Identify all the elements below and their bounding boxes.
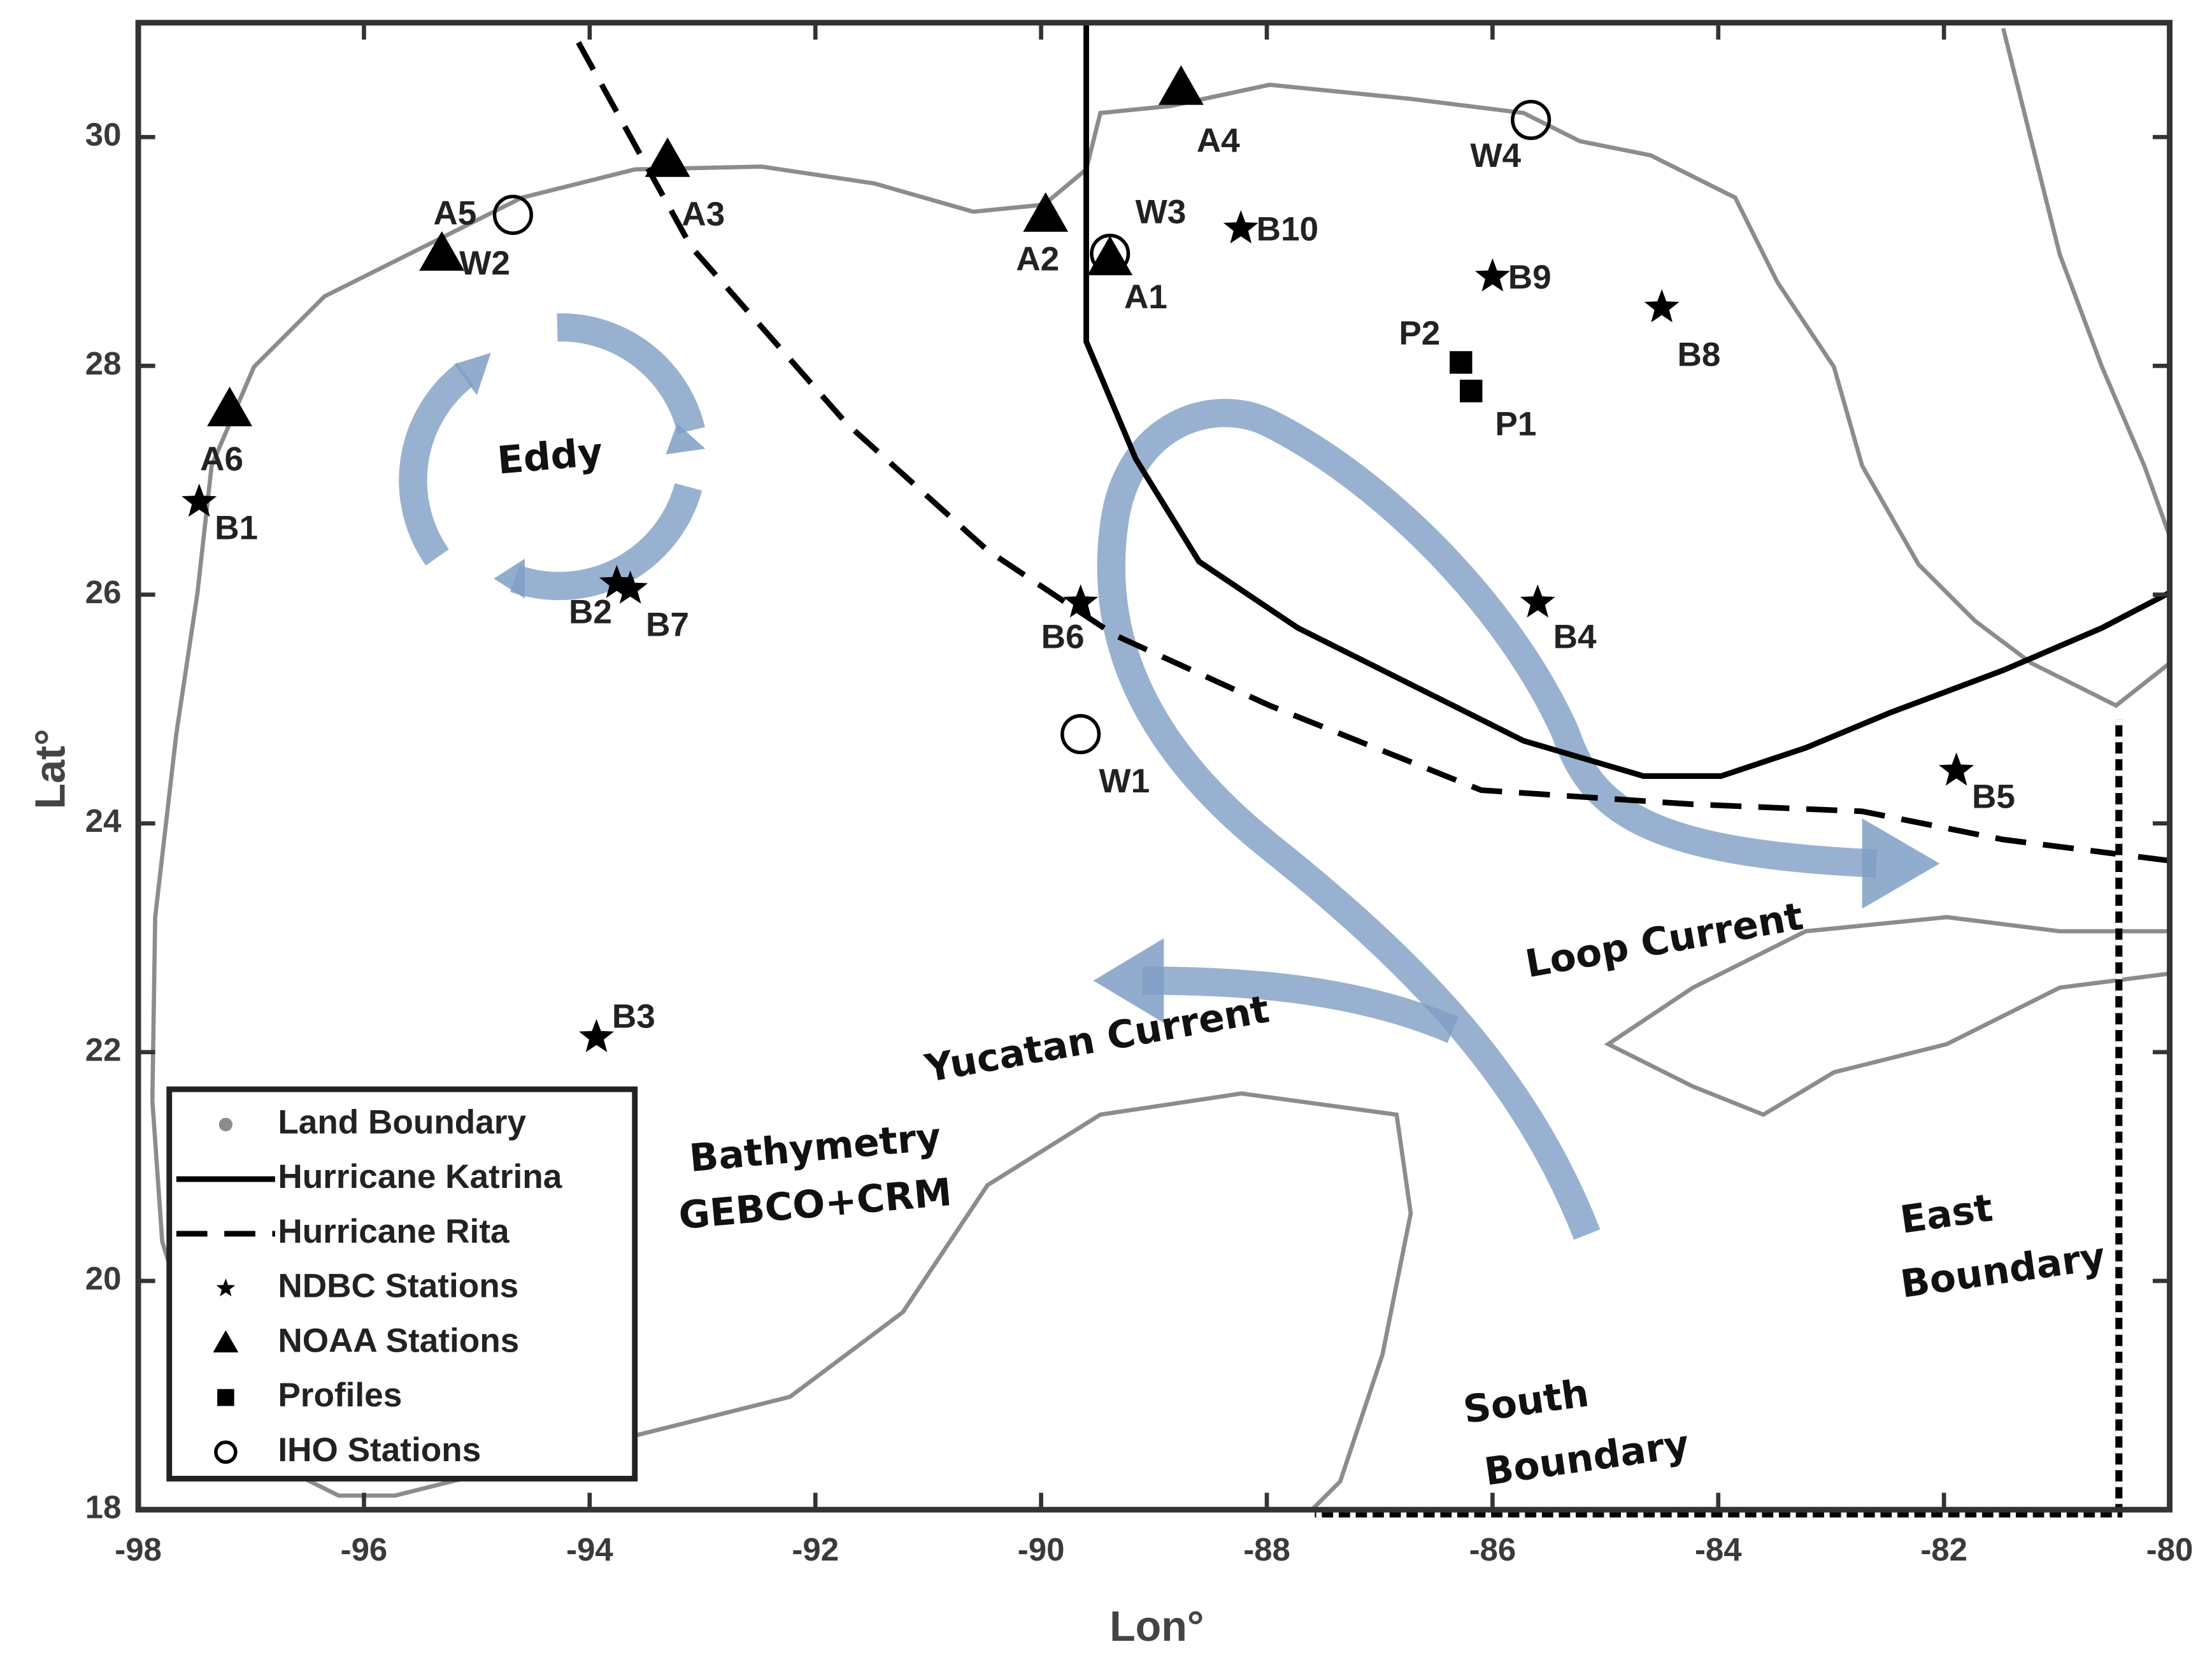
annotation: GEBCO+CRM [677, 1170, 953, 1238]
legend-label: Hurricane Rita [278, 1213, 510, 1250]
circle-marker [1060, 714, 1101, 755]
station-label: A6 [200, 441, 243, 478]
square-marker [217, 1389, 234, 1406]
annotation: Loop Current [1522, 894, 1806, 987]
station-label: W2 [459, 245, 510, 282]
station-label: P1 [1495, 405, 1536, 443]
annotations: Eddy Loop Current Yucatan Current Bathym… [496, 430, 2108, 1495]
x-tick-label: -96 [341, 1531, 388, 1568]
triangle-marker [1158, 65, 1204, 105]
station-label: W4 [1470, 137, 1521, 175]
legend: Land Boundary Hurricane Katrina Hurricane … [166, 1086, 638, 1482]
current-arrowheads [454, 352, 1940, 1024]
star-marker [579, 1018, 614, 1052]
triangle-marker [1087, 236, 1133, 276]
station-label: B9 [1508, 259, 1552, 296]
y-tick-label: 20 [85, 1260, 122, 1296]
star-marker [216, 1278, 236, 1297]
triangle-marker [419, 231, 465, 271]
star-marker [613, 570, 648, 604]
x-tick-label: -94 [566, 1531, 613, 1568]
star-marker [182, 483, 217, 517]
station-label: B8 [1678, 336, 1721, 373]
annotation: Eddy [496, 430, 604, 483]
y-tick-label: 18 [85, 1489, 122, 1526]
legend-label: NOAA Stations [278, 1322, 519, 1359]
station-label: W1 [1099, 762, 1150, 800]
domain-boundary [1315, 719, 2123, 1518]
x-tick-label: -90 [1018, 1531, 1065, 1568]
star-marker [1474, 258, 1510, 292]
station-label: A5 [433, 195, 476, 232]
plot-frame [135, 20, 2173, 1513]
station-label: B3 [612, 998, 655, 1036]
station-label: A3 [681, 196, 725, 233]
x-tick-label: -92 [792, 1531, 839, 1568]
station-label: B2 [569, 593, 612, 631]
x-tick-label: -86 [1469, 1531, 1516, 1568]
circle-marker [1090, 233, 1131, 274]
star-marker [1063, 584, 1099, 618]
station-label: A2 [1016, 240, 1059, 278]
star-marker [1520, 584, 1555, 618]
annotation: South [1460, 1371, 1592, 1433]
star-marker [1223, 210, 1259, 244]
rita-track [576, 41, 2171, 864]
x-axis-label: Lon° [1110, 1603, 1204, 1650]
legend-label: IHO Stations [278, 1431, 481, 1469]
y-axis-label: Lat° [27, 729, 75, 809]
station-label: B7 [646, 606, 689, 643]
triangle-marker [213, 1330, 239, 1353]
annotation: Boundary [1481, 1422, 1692, 1494]
station-label: B5 [1972, 778, 2015, 815]
y-tick-label: 22 [85, 1031, 122, 1068]
circle-marker [214, 1440, 238, 1464]
katrina-track [1083, 22, 2171, 779]
triangle-marker [645, 137, 690, 177]
station-label: B4 [1553, 618, 1597, 656]
annotation: Yucatan Current [921, 987, 1273, 1092]
x-tick-label: -82 [1920, 1531, 1967, 1568]
currents [399, 313, 1877, 1240]
triangle-marker [1023, 192, 1069, 232]
star-marker [599, 564, 634, 598]
station-label: P2 [1399, 315, 1440, 352]
annotation: East [1897, 1185, 1995, 1243]
star-marker [1939, 752, 1974, 786]
y-tick-label: 26 [85, 574, 122, 610]
annotation: Boundary [1898, 1234, 2108, 1307]
x-tick-label: -84 [1695, 1531, 1742, 1568]
dot-marker [218, 1117, 233, 1132]
legend-label: NDBC Stations [278, 1268, 518, 1305]
station-label: A4 [1197, 122, 1240, 159]
legend-label: Land Boundary [278, 1104, 526, 1141]
station-label: B1 [215, 509, 258, 547]
square-marker [1450, 351, 1473, 374]
x-tick-label: -80 [2146, 1531, 2194, 1568]
y-tick-label: 28 [85, 345, 122, 382]
legend-label: Profiles [278, 1376, 402, 1414]
star-marker [1644, 289, 1680, 323]
y-tick-label: 30 [85, 117, 122, 153]
x-tick-label: -88 [1243, 1531, 1290, 1568]
legend-label: Hurricane Katrina [278, 1158, 562, 1196]
triangle-marker [207, 387, 253, 427]
station-label: W3 [1136, 193, 1187, 231]
station-label: A1 [1124, 278, 1167, 316]
annotation: Bathymetry [688, 1115, 943, 1181]
legend-box [166, 1086, 638, 1482]
square-marker [1460, 380, 1483, 403]
circle-marker [492, 194, 533, 235]
station-label: B6 [1041, 618, 1085, 656]
station-label: B10 [1257, 210, 1319, 248]
ticks: -98 -96 -94 -92 -90 -88 -86 -84 -82 -80 18 20 22 24 26… [85, 22, 2194, 1568]
circle-marker [1511, 99, 1552, 140]
y-tick-label: 24 [85, 803, 122, 839]
stations: A1 A2 A3 A4 A5 A6 B1 B2 B3 B4 B5 B6 B7 B8 B9 B10 W1 W2 W3 W… [182, 65, 2015, 1052]
x-tick-label: -98 [115, 1531, 162, 1568]
